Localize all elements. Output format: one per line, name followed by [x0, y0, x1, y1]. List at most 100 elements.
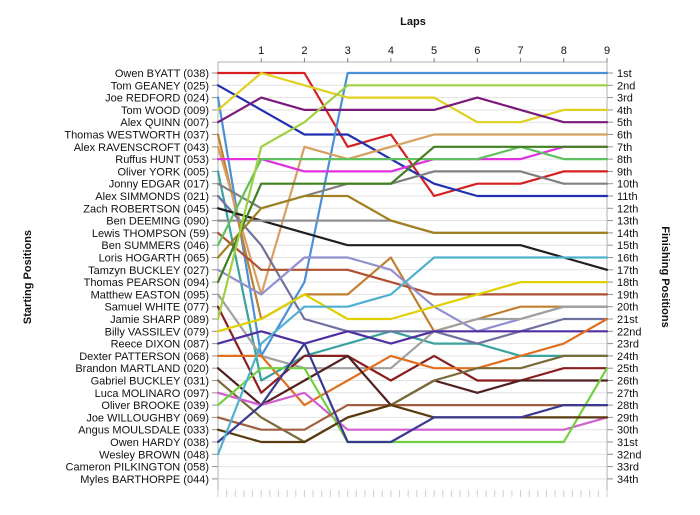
finishing-position-label: 6th	[617, 130, 632, 142]
finishing-position-label: 22nd	[617, 326, 641, 338]
finishing-position-label: 26th	[617, 376, 638, 388]
driver-position-line	[216, 207, 609, 271]
finishing-position-label: 7th	[617, 142, 632, 154]
lap-tick-label: 4	[388, 45, 394, 57]
lap-tick-label: 9	[604, 45, 610, 57]
driver-label: Oliver BROOKE (039)	[101, 400, 209, 412]
x-axis-title: Laps	[400, 16, 426, 28]
finishing-position-label: 31st	[617, 437, 638, 449]
finishing-position-label: 30th	[617, 425, 638, 437]
driver-position-line	[216, 330, 609, 345]
finishing-position-label: 2nd	[617, 80, 635, 92]
driver-label: Alex QUINN (007)	[120, 117, 209, 129]
driver-label: Cameron PILKINGTON (058)	[66, 462, 209, 474]
driver-label: Zach ROBERTSON (045)	[83, 203, 209, 215]
finishing-position-label: 13th	[617, 216, 638, 228]
lap-tick-label: 8	[561, 45, 567, 57]
driver-label: Ben DEEMING (090)	[106, 216, 209, 228]
driver-label: Reece DIXON (087)	[111, 339, 209, 351]
driver-label: Tom WOOD (009)	[121, 105, 209, 117]
finishing-position-label: 16th	[617, 253, 638, 265]
finishing-position-label: 11th	[617, 191, 638, 203]
driver-position-line	[216, 404, 609, 444]
driver-label: Gabriel BUCKLEY (031)	[91, 376, 209, 388]
driver-label: Thomas PEARSON (094)	[84, 277, 209, 289]
lap-tick-label: 6	[474, 45, 480, 57]
driver-position-line	[216, 293, 609, 370]
driver-label: Joe REDFORD (024)	[105, 93, 209, 105]
driver-position-line	[216, 256, 609, 456]
finishing-position-label: 29th	[617, 412, 638, 424]
driver-position-line	[216, 281, 609, 333]
lap-tick-label: 2	[301, 45, 307, 57]
driver-label: Samuel WHITE (077)	[104, 302, 209, 314]
driver-label: Owen BYATT (038)	[115, 68, 209, 80]
series-layer	[216, 71, 609, 456]
driver-label: Angus MOULSDALE (033)	[78, 425, 209, 437]
driver-label: Jamie SHARP (089)	[110, 314, 209, 326]
y-axis-title-left: Starting Positions	[22, 230, 34, 324]
driver-position-line	[216, 194, 609, 259]
driver-position-line	[216, 145, 609, 284]
lap-tick-label: 3	[345, 45, 351, 57]
driver-label: Lewis THOMPSON (59)	[92, 228, 209, 240]
finishing-position-label: 8th	[617, 154, 632, 166]
finishing-position-label: 17th	[617, 265, 638, 277]
finishing-position-label: 12th	[617, 203, 638, 215]
driver-position-line	[216, 194, 609, 345]
finishing-position-label: 1st	[617, 68, 632, 80]
driver-label: Matthew EASTON (095)	[91, 289, 209, 301]
driver-label: Thomas WESTWORTH (037)	[64, 130, 209, 142]
driver-label: Oliver YORK (005)	[118, 166, 210, 178]
finishing-position-label: 32nd	[617, 449, 641, 461]
driver-position-line	[216, 404, 609, 431]
driver-label: Luca MOLINARO (097)	[95, 388, 209, 400]
driver-label: Myles BARTHORPE (044)	[80, 474, 209, 486]
driver-label: Alex RAVENSCROFT (043)	[74, 142, 209, 154]
finishing-position-label: 25th	[617, 363, 638, 375]
driver-label: Tamzyn BUCKLEY (027)	[88, 265, 209, 277]
finishing-position-label: 14th	[617, 228, 638, 240]
driver-position-line	[216, 317, 609, 407]
driver-label: Brandon MARTLAND (020)	[75, 363, 209, 375]
driver-position-line	[216, 96, 609, 124]
driver-label: Jonny EDGAR (017)	[109, 179, 209, 191]
lap-tick-label: 7	[517, 45, 523, 57]
driver-label: Alex SIMMONDS (021)	[95, 191, 209, 203]
driver-position-line	[216, 145, 609, 247]
finishing-position-label: 33rd	[617, 462, 639, 474]
finishing-position-label: 15th	[617, 240, 638, 252]
driver-label: Billy VASSILEV (079)	[105, 326, 209, 338]
driver-label: Dexter PATTERSON (068)	[79, 351, 209, 363]
finishing-position-label: 19th	[617, 289, 638, 301]
driver-label: Wesley BROWN (048)	[99, 449, 209, 461]
driver-position-line	[216, 367, 609, 444]
driver-position-line	[216, 84, 609, 321]
finishing-position-label: 23rd	[617, 339, 639, 351]
driver-position-line	[216, 71, 609, 357]
driver-label: Ruffus HUNT (053)	[115, 154, 209, 166]
finishing-position-label: 28th	[617, 400, 638, 412]
driver-position-line	[216, 84, 609, 198]
lap-tick-label: 1	[258, 45, 264, 57]
driver-label: Owen HARDY (038)	[110, 437, 209, 449]
driver-position-line	[216, 342, 609, 444]
finishing-position-label: 3rd	[617, 93, 633, 105]
finishing-position-label: 27th	[617, 388, 638, 400]
finishing-position-label: 20th	[617, 302, 638, 314]
finishing-position-label: 10th	[617, 179, 638, 191]
driver-label: Joe WILLOUGHBY (069)	[86, 412, 209, 424]
driver-label: Loris HOGARTH (065)	[99, 253, 209, 265]
finishing-position-label: 9th	[617, 166, 632, 178]
driver-label: Tom GEANEY (025)	[111, 80, 209, 92]
lap-tick-label: 5	[431, 45, 437, 57]
finishing-position-label: 4th	[617, 105, 632, 117]
y-axis-title-right: Finishing Positions	[659, 226, 671, 327]
finishing-position-label: 24th	[617, 351, 638, 363]
driver-label: Ben SUMMERS (046)	[101, 240, 209, 252]
finishing-position-label: 21st	[617, 314, 638, 326]
finishing-position-label: 5th	[617, 117, 632, 129]
finishing-position-label: 18th	[617, 277, 638, 289]
